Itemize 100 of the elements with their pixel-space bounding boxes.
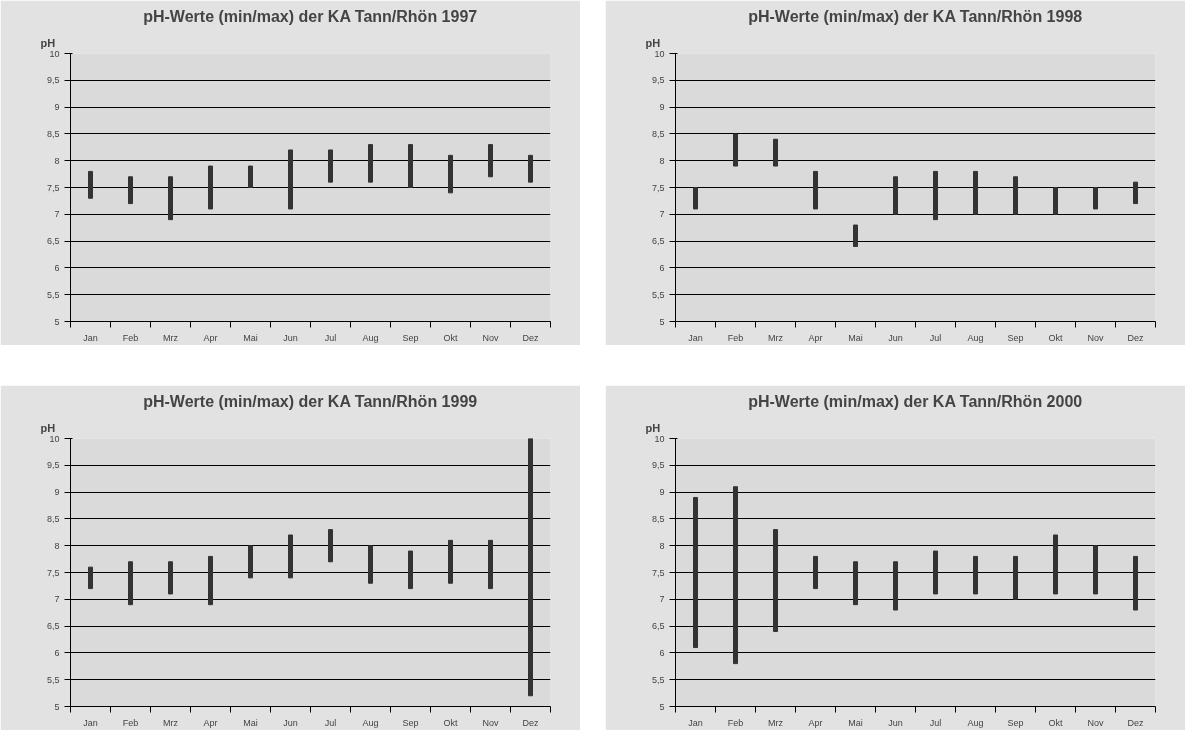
x-tick-label: Aug: [967, 332, 984, 343]
bar: [773, 529, 778, 632]
bar: [933, 170, 938, 221]
x-tick-label: Sep: [402, 717, 419, 728]
bar: [128, 176, 133, 205]
bar: [448, 539, 453, 584]
bar: [813, 170, 818, 210]
x-tick-label: Feb: [122, 332, 139, 343]
bar: [693, 496, 698, 649]
x-tick-label: Jun: [283, 332, 298, 343]
bar: [813, 555, 818, 590]
x-tick-label: Okt: [443, 717, 458, 728]
y-axis-title: pH: [40, 421, 56, 434]
y-tick-label: 5,5: [46, 674, 60, 685]
bar: [1053, 187, 1058, 215]
x-tick-label: Nov: [1087, 332, 1104, 343]
y-tick-label: 9: [54, 487, 60, 498]
bar: [408, 144, 413, 188]
y-tick-label: 7,5: [46, 567, 60, 578]
x-tick-label: Okt: [1048, 717, 1063, 728]
x-tick-label: Sep: [402, 332, 419, 343]
x-tick-label: Jan: [688, 717, 703, 728]
bar: [1013, 176, 1018, 215]
x-tick-label: Okt: [443, 332, 458, 343]
x-tick-label: Mrz: [768, 717, 784, 728]
y-tick-label: 6,5: [46, 236, 60, 247]
y-tick-label: 10: [49, 48, 60, 59]
bar: [1133, 555, 1138, 611]
bar: [168, 176, 173, 221]
x-tick-label: Feb: [727, 332, 744, 343]
y-tick-label: 5: [659, 316, 665, 327]
bar: [973, 555, 978, 595]
y-tick-label: 9,5: [651, 75, 665, 86]
bar: [368, 545, 373, 584]
y-axis-title: pH: [645, 36, 661, 49]
bar: [1093, 187, 1098, 210]
y-tick-label: 10: [654, 433, 665, 444]
bar: [448, 154, 453, 194]
y-tick-label: 5: [54, 701, 60, 712]
bar: [248, 165, 253, 188]
bar: [1133, 181, 1138, 205]
bar: [368, 144, 373, 183]
y-axis-title: pH: [40, 36, 56, 49]
x-tick-label: Jan: [83, 717, 98, 728]
y-tick-label: 9: [659, 487, 665, 498]
y-tick-label: 5,5: [651, 674, 665, 685]
x-tick-label: Sep: [1007, 332, 1024, 343]
chart-title: pH-Werte (min/max) der KA Tann/Rhön 2000: [748, 392, 1083, 410]
y-tick-label: 8: [659, 540, 665, 551]
y-tick-label: 9: [659, 102, 665, 113]
bar: [168, 561, 173, 595]
x-tick-label: Jun: [283, 717, 298, 728]
bar: [893, 176, 898, 215]
x-tick-label: Jul: [324, 717, 337, 728]
y-tick-label: 8: [54, 155, 60, 166]
x-tick-label: Jul: [929, 332, 942, 343]
x-tick-label: Jul: [324, 332, 337, 343]
chart-title: pH-Werte (min/max) der KA Tann/Rhön 1997: [143, 7, 478, 25]
bar: [328, 149, 333, 183]
y-tick-label: 10: [49, 433, 60, 444]
y-tick-label: 7: [54, 209, 60, 220]
y-tick-label: 8: [659, 155, 665, 166]
x-tick-label: Apr: [808, 332, 823, 343]
y-tick-label: 6: [54, 647, 60, 658]
y-tick-label: 5: [659, 701, 665, 712]
y-tick-label: 6,5: [651, 621, 665, 632]
y-axis-title: pH: [645, 421, 661, 434]
y-tick-label: 7: [659, 209, 665, 220]
y-tick-label: 9: [54, 102, 60, 113]
y-tick-label: 5,5: [651, 289, 665, 300]
bar: [1013, 555, 1018, 600]
x-tick-label: Mai: [243, 332, 258, 343]
x-tick-label: Nov: [482, 717, 499, 728]
y-tick-label: 8,5: [651, 128, 665, 139]
bar: [488, 144, 493, 178]
y-tick-label: 6: [659, 262, 665, 273]
x-tick-label: Aug: [967, 717, 984, 728]
x-tick-label: Jul: [929, 717, 942, 728]
y-tick-label: 6,5: [46, 621, 60, 632]
y-tick-label: 5,5: [46, 289, 60, 300]
bar: [288, 534, 293, 579]
bar: [248, 545, 253, 579]
x-tick-label: Mai: [848, 717, 863, 728]
bar: [328, 529, 333, 563]
y-tick-label: 9,5: [46, 75, 60, 86]
x-tick-label: Apr: [203, 717, 218, 728]
bar: [933, 550, 938, 595]
y-tick-label: 7,5: [46, 182, 60, 193]
bar: [853, 224, 858, 247]
bar: [733, 133, 738, 167]
x-tick-label: Dez: [1127, 717, 1144, 728]
x-tick-label: Mai: [848, 332, 863, 343]
bar: [88, 566, 93, 590]
bar: [693, 187, 698, 210]
y-tick-label: 7,5: [651, 182, 665, 193]
x-tick-label: Feb: [122, 717, 139, 728]
bar: [208, 555, 213, 606]
bar: [288, 149, 293, 210]
y-tick-label: 5: [54, 316, 60, 327]
y-tick-label: 6,5: [651, 236, 665, 247]
